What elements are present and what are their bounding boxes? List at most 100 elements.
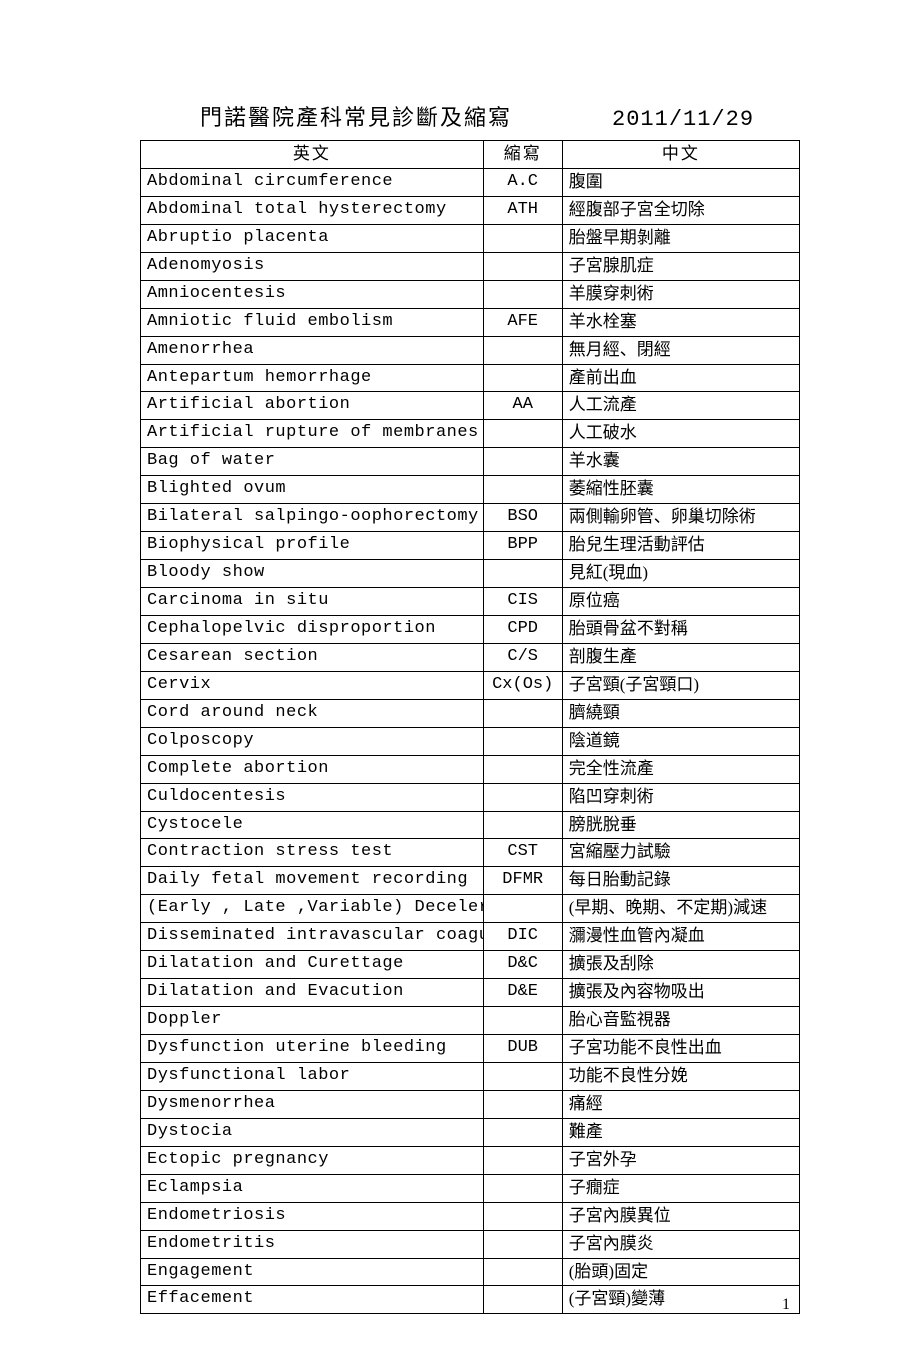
- table-row: Dysfunctional labor功能不良性分娩: [141, 1062, 800, 1090]
- cell-english: Adenomyosis: [141, 252, 484, 280]
- table-row: Cystocele 膀胱脫垂: [141, 811, 800, 839]
- cell-abbrev: [483, 1118, 562, 1146]
- cell-english: Cephalopelvic disproportion: [141, 615, 484, 643]
- table-row: Abruptio placenta胎盤早期剝離: [141, 224, 800, 252]
- cell-english: Cord around neck: [141, 699, 484, 727]
- table-row: (Early , Late ,Variable) Deceleration(早期…: [141, 895, 800, 923]
- cell-abbrev: CIS: [483, 588, 562, 616]
- table-body: Abdominal circumferenceA.C腹圍Abdominal to…: [141, 168, 800, 1313]
- cell-english: Contraction stress test: [141, 839, 484, 867]
- table-row: Abdominal total hysterectomyATH經腹部子宮全切除: [141, 196, 800, 224]
- table-row: Daily fetal movement recordingDFMR每日胎動記錄: [141, 867, 800, 895]
- table-row: Culdocentesis陷凹穿刺術: [141, 783, 800, 811]
- table-row: Artificial abortionAA人工流產: [141, 392, 800, 420]
- cell-chinese: 剖腹生產: [562, 643, 799, 671]
- cell-abbrev: [483, 1062, 562, 1090]
- cell-chinese: 萎縮性胚囊: [562, 476, 799, 504]
- cell-abbrev: A.C: [483, 168, 562, 196]
- cell-chinese: 胎盤早期剝離: [562, 224, 799, 252]
- cell-chinese: 擴張及刮除: [562, 951, 799, 979]
- cell-abbrev: BSO: [483, 504, 562, 532]
- cell-chinese: 宮縮壓力試驗: [562, 839, 799, 867]
- cell-chinese: 子宮外孕: [562, 1146, 799, 1174]
- cell-english: Bilateral salpingo-oophorectomy: [141, 504, 484, 532]
- cell-chinese: (胎頭)固定: [562, 1258, 799, 1286]
- cell-chinese: 完全性流產: [562, 755, 799, 783]
- table-row: Amniocentesis羊膜穿刺術: [141, 280, 800, 308]
- cell-english: Amniotic fluid embolism: [141, 308, 484, 336]
- cell-abbrev: [483, 1146, 562, 1174]
- cell-english: Dystocia: [141, 1118, 484, 1146]
- table-row: Disseminated intravascular coagulationDI…: [141, 923, 800, 951]
- cell-abbrev: [483, 252, 562, 280]
- cell-english: Artificial rupture of membranes: [141, 420, 484, 448]
- page-number: 1: [782, 1296, 790, 1314]
- cell-abbrev: ATH: [483, 196, 562, 224]
- table-row: Blighted ovum 萎縮性胚囊: [141, 476, 800, 504]
- cell-english: Endometritis: [141, 1230, 484, 1258]
- cell-english: Bag of water: [141, 448, 484, 476]
- cell-chinese: 陰道鏡: [562, 727, 799, 755]
- cell-abbrev: [483, 699, 562, 727]
- cell-english: Doppler: [141, 1007, 484, 1035]
- cell-chinese: 羊水囊: [562, 448, 799, 476]
- title-row: 門諾醫院產科常見診斷及縮寫 2011/11/29: [140, 100, 800, 132]
- table-row: Dysfunction uterine bleedingDUB子宮功能不良性出血: [141, 1035, 800, 1063]
- cell-english: Cystocele: [141, 811, 484, 839]
- cell-abbrev: [483, 1090, 562, 1118]
- table-row: Cesarean sectionC/S剖腹生產: [141, 643, 800, 671]
- cell-chinese: 陷凹穿刺術: [562, 783, 799, 811]
- table-row: Eclampsia子癇症: [141, 1174, 800, 1202]
- cell-chinese: 膀胱脫垂: [562, 811, 799, 839]
- cell-chinese: 臍繞頸: [562, 699, 799, 727]
- col-header-chinese: 中文: [562, 141, 799, 169]
- cell-english: Cervix: [141, 671, 484, 699]
- table-row: Cord around neck 臍繞頸: [141, 699, 800, 727]
- cell-abbrev: [483, 783, 562, 811]
- cell-english: Blighted ovum: [141, 476, 484, 504]
- cell-english: Endometriosis: [141, 1202, 484, 1230]
- cell-abbrev: CST: [483, 839, 562, 867]
- cell-abbrev: D&C: [483, 951, 562, 979]
- terms-table: 英文 縮寫 中文 Abdominal circumferenceA.C腹圍Abd…: [140, 140, 800, 1314]
- table-row: Dysmenorrhea痛經: [141, 1090, 800, 1118]
- cell-english: Dilatation and Evacution: [141, 979, 484, 1007]
- table-row: Bag of water 羊水囊: [141, 448, 800, 476]
- table-row: Complete abortion完全性流產: [141, 755, 800, 783]
- cell-english: Carcinoma in situ: [141, 588, 484, 616]
- table-row: Abdominal circumferenceA.C腹圍: [141, 168, 800, 196]
- cell-english: Artificial abortion: [141, 392, 484, 420]
- cell-chinese: 功能不良性分娩: [562, 1062, 799, 1090]
- cell-chinese: 產前出血: [562, 364, 799, 392]
- doc-date: 2011/11/29: [612, 107, 754, 132]
- cell-abbrev: C/S: [483, 643, 562, 671]
- cell-english: (Early , Late ,Variable) Deceleration: [141, 895, 484, 923]
- cell-abbrev: [483, 448, 562, 476]
- cell-chinese: 子宮功能不良性出血: [562, 1035, 799, 1063]
- table-row: Carcinoma in situCIS原位癌: [141, 588, 800, 616]
- cell-chinese: 胎心音監視器: [562, 1007, 799, 1035]
- table-row: Engagement(胎頭)固定: [141, 1258, 800, 1286]
- cell-english: Abdominal total hysterectomy: [141, 196, 484, 224]
- cell-english: Colposcopy: [141, 727, 484, 755]
- cell-abbrev: [483, 1202, 562, 1230]
- cell-abbrev: AA: [483, 392, 562, 420]
- cell-abbrev: AFE: [483, 308, 562, 336]
- cell-chinese: 難產: [562, 1118, 799, 1146]
- cell-abbrev: [483, 420, 562, 448]
- cell-abbrev: [483, 1286, 562, 1314]
- cell-chinese: 瀰漫性血管內凝血: [562, 923, 799, 951]
- table-row: Biophysical profileBPP胎兒生理活動評估: [141, 532, 800, 560]
- cell-chinese: 羊水栓塞: [562, 308, 799, 336]
- cell-chinese: 原位癌: [562, 588, 799, 616]
- col-header-abbrev: 縮寫: [483, 141, 562, 169]
- cell-chinese: 見紅(現血): [562, 560, 799, 588]
- cell-abbrev: [483, 1174, 562, 1202]
- cell-abbrev: DIC: [483, 923, 562, 951]
- col-header-english: 英文: [141, 141, 484, 169]
- table-row: Effacement(子宮頸)變薄: [141, 1286, 800, 1314]
- cell-chinese: 子宮內膜異位: [562, 1202, 799, 1230]
- cell-abbrev: [483, 560, 562, 588]
- cell-english: Bloody show: [141, 560, 484, 588]
- cell-chinese: 胎兒生理活動評估: [562, 532, 799, 560]
